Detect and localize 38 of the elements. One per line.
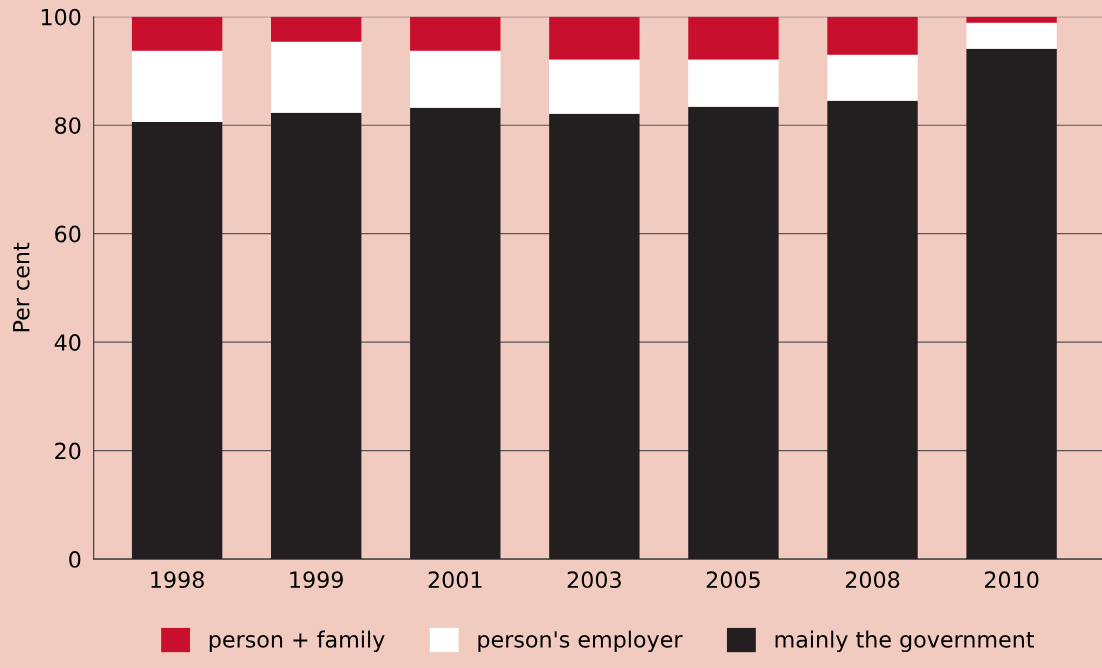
bar bbox=[271, 16, 362, 42]
bar bbox=[827, 100, 918, 560]
bar bbox=[688, 59, 779, 107]
x-tick-label: 1998 bbox=[151, 571, 204, 589]
bar bbox=[131, 16, 223, 51]
bar bbox=[131, 121, 223, 560]
bar bbox=[410, 50, 501, 108]
bar bbox=[131, 50, 223, 122]
x-tick-label: 1999 bbox=[290, 571, 343, 589]
bar bbox=[549, 59, 640, 114]
y-tick-label: 100 bbox=[41, 8, 81, 26]
bar bbox=[549, 113, 640, 560]
x-tick-label: 2005 bbox=[706, 571, 760, 589]
bar bbox=[827, 54, 918, 101]
y-tick-label: 0 bbox=[69, 551, 81, 568]
bar bbox=[966, 22, 1057, 49]
x-tick-label: 2001 bbox=[428, 571, 482, 589]
legend-label: person + family bbox=[209, 630, 385, 653]
bar bbox=[827, 16, 918, 55]
y-tick-label: 40 bbox=[54, 334, 81, 351]
bar bbox=[688, 16, 779, 60]
y-tick-label: 20 bbox=[55, 442, 81, 460]
bar bbox=[688, 106, 779, 560]
bar bbox=[271, 41, 362, 113]
x-tick-label: 2003 bbox=[567, 571, 621, 589]
legend-label: person's employer bbox=[478, 630, 683, 653]
bar bbox=[271, 112, 362, 560]
y-tick-label: 80 bbox=[55, 117, 81, 134]
x-tick-label: 2010 bbox=[984, 571, 1039, 589]
x-tick-label: 2008 bbox=[845, 571, 900, 589]
bar bbox=[966, 16, 1057, 23]
y-axis-title: Per cent bbox=[13, 242, 30, 332]
bar bbox=[410, 16, 501, 51]
bar bbox=[966, 48, 1057, 560]
y-tick-label: 60 bbox=[55, 225, 81, 243]
bar bbox=[410, 107, 501, 560]
bar bbox=[549, 16, 640, 60]
legend-label: mainly the government bbox=[775, 630, 1034, 653]
